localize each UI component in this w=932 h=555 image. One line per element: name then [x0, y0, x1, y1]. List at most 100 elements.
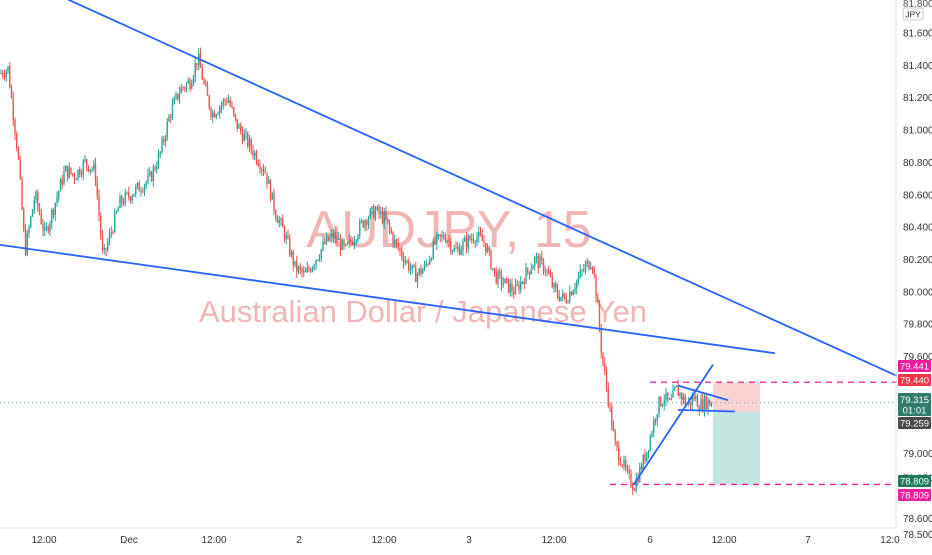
candle-body-181 [317, 259, 319, 261]
candle-body-231 [404, 261, 406, 263]
candle-body-296 [518, 284, 520, 291]
candle-body-397 [695, 396, 697, 399]
candle-body-326 [570, 291, 573, 296]
candle-body-298 [521, 281, 524, 283]
candle-body-25 [44, 227, 46, 231]
candle-body-33 [58, 191, 60, 198]
candle-body-210 [367, 218, 370, 225]
watermark-name: Australian Dollar / Japanese Yen [199, 294, 647, 329]
candle-body-82 [143, 185, 146, 192]
time-axis[interactable]: 12:00 Dec 12:00 2 12:00 3 12:00 6 12:00 7 12:0 [31, 535, 900, 546]
candle-body-111 [194, 63, 196, 77]
candle-body-311 [544, 271, 546, 273]
candle-body-221 [387, 218, 389, 222]
candle-body-246 [430, 258, 433, 260]
candle-body-292 [511, 284, 513, 292]
candle-body-52 [91, 168, 93, 170]
position-zones[interactable] [713, 382, 760, 485]
candle-body-204 [357, 235, 359, 241]
candle-body-309 [541, 256, 543, 260]
candle-body-169 [296, 260, 298, 272]
candle-body-337 [590, 267, 592, 270]
candle-body-80 [140, 191, 142, 193]
candle-body-281 [492, 268, 494, 270]
candle-body-254 [444, 238, 447, 242]
candle-body-131 [229, 100, 231, 106]
candle-body-17 [30, 216, 32, 228]
price-tick-label-10: 79.600 [903, 352, 932, 363]
candle-body-132 [231, 105, 233, 108]
candle-body-402 [703, 396, 706, 411]
candle-body-43 [75, 179, 77, 181]
candle-body-159 [278, 220, 280, 223]
candle-body-299 [523, 281, 525, 284]
candle-body-147 [257, 162, 259, 166]
candle-body-312 [546, 270, 548, 272]
candle-body-384 [672, 390, 674, 398]
candle-body-28 [49, 223, 51, 232]
candle-body-198 [346, 242, 349, 245]
candle-body-340 [595, 275, 597, 298]
currency-badge[interactable] [902, 7, 924, 21]
candle-body-194 [339, 238, 342, 250]
candle-body-362 [633, 489, 636, 491]
candle-body-398 [696, 396, 699, 408]
candles [0, 47, 713, 496]
candle-body-216 [378, 206, 380, 215]
candle-body-107 [187, 80, 189, 84]
candle-body-123 [215, 114, 217, 118]
badge-78809b-bg [898, 489, 931, 501]
candle-body-191 [334, 231, 336, 239]
candle-body-179 [313, 265, 315, 268]
candle-body-75 [131, 196, 133, 201]
trendline-3[interactable] [677, 384, 729, 402]
candle-body-122 [213, 112, 216, 118]
candle-body-213 [373, 206, 375, 219]
take-profit-zone[interactable] [713, 411, 760, 485]
candle-body-218 [381, 211, 384, 223]
candle-body-405 [709, 399, 711, 406]
candle-body-307 [537, 256, 539, 268]
candle-body-151 [264, 171, 266, 174]
candle-body-156 [273, 192, 275, 211]
candle-body-333 [583, 270, 585, 272]
candle-body-269 [471, 238, 473, 240]
badge-79259-bg [898, 417, 931, 429]
candle-body-252 [441, 234, 443, 237]
time-tick-label-3: 2 [296, 535, 302, 546]
candle-body-225 [394, 239, 396, 244]
candle-body-345 [604, 363, 606, 372]
candle-body-38 [66, 166, 69, 178]
candle-body-177 [310, 269, 312, 272]
trendline-0[interactable] [42, 0, 898, 377]
candle-body-15 [26, 233, 28, 255]
candle-body-230 [402, 257, 405, 263]
trendlines[interactable] [0, 0, 898, 485]
candle-body-129 [226, 101, 228, 103]
candle-body-368 [644, 454, 646, 462]
candle-body-303 [530, 269, 532, 275]
candle-body-72 [126, 192, 128, 194]
time-tick-label-9: 7 [805, 535, 811, 546]
candle-body-322 [563, 293, 566, 299]
candle-body-18 [31, 209, 34, 217]
badge-last-price-bg [898, 393, 931, 416]
trendline-1[interactable] [0, 244, 776, 355]
candle-body-190 [332, 233, 335, 239]
candle-body-388 [679, 393, 681, 396]
candle-body-379 [663, 400, 665, 405]
horizontal-levels[interactable] [0, 381, 896, 486]
time-tick-label-1: Dec [120, 535, 138, 546]
candle-body-9 [16, 134, 18, 149]
candle-body-389 [681, 393, 683, 400]
candle-body-136 [238, 125, 240, 129]
candle-body-222 [388, 221, 391, 229]
stop-loss-zone[interactable] [713, 382, 760, 412]
candle-body-134 [234, 114, 237, 120]
trendline-2[interactable] [633, 364, 714, 485]
candle-body-282 [493, 268, 496, 272]
trendline-4[interactable] [677, 408, 736, 413]
